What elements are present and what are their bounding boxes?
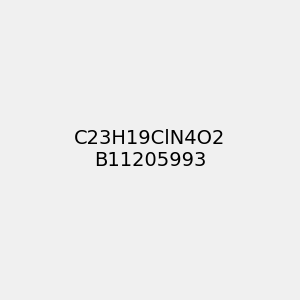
Text: C23H19ClN4O2
B11205993: C23H19ClN4O2 B11205993 <box>74 130 226 170</box>
